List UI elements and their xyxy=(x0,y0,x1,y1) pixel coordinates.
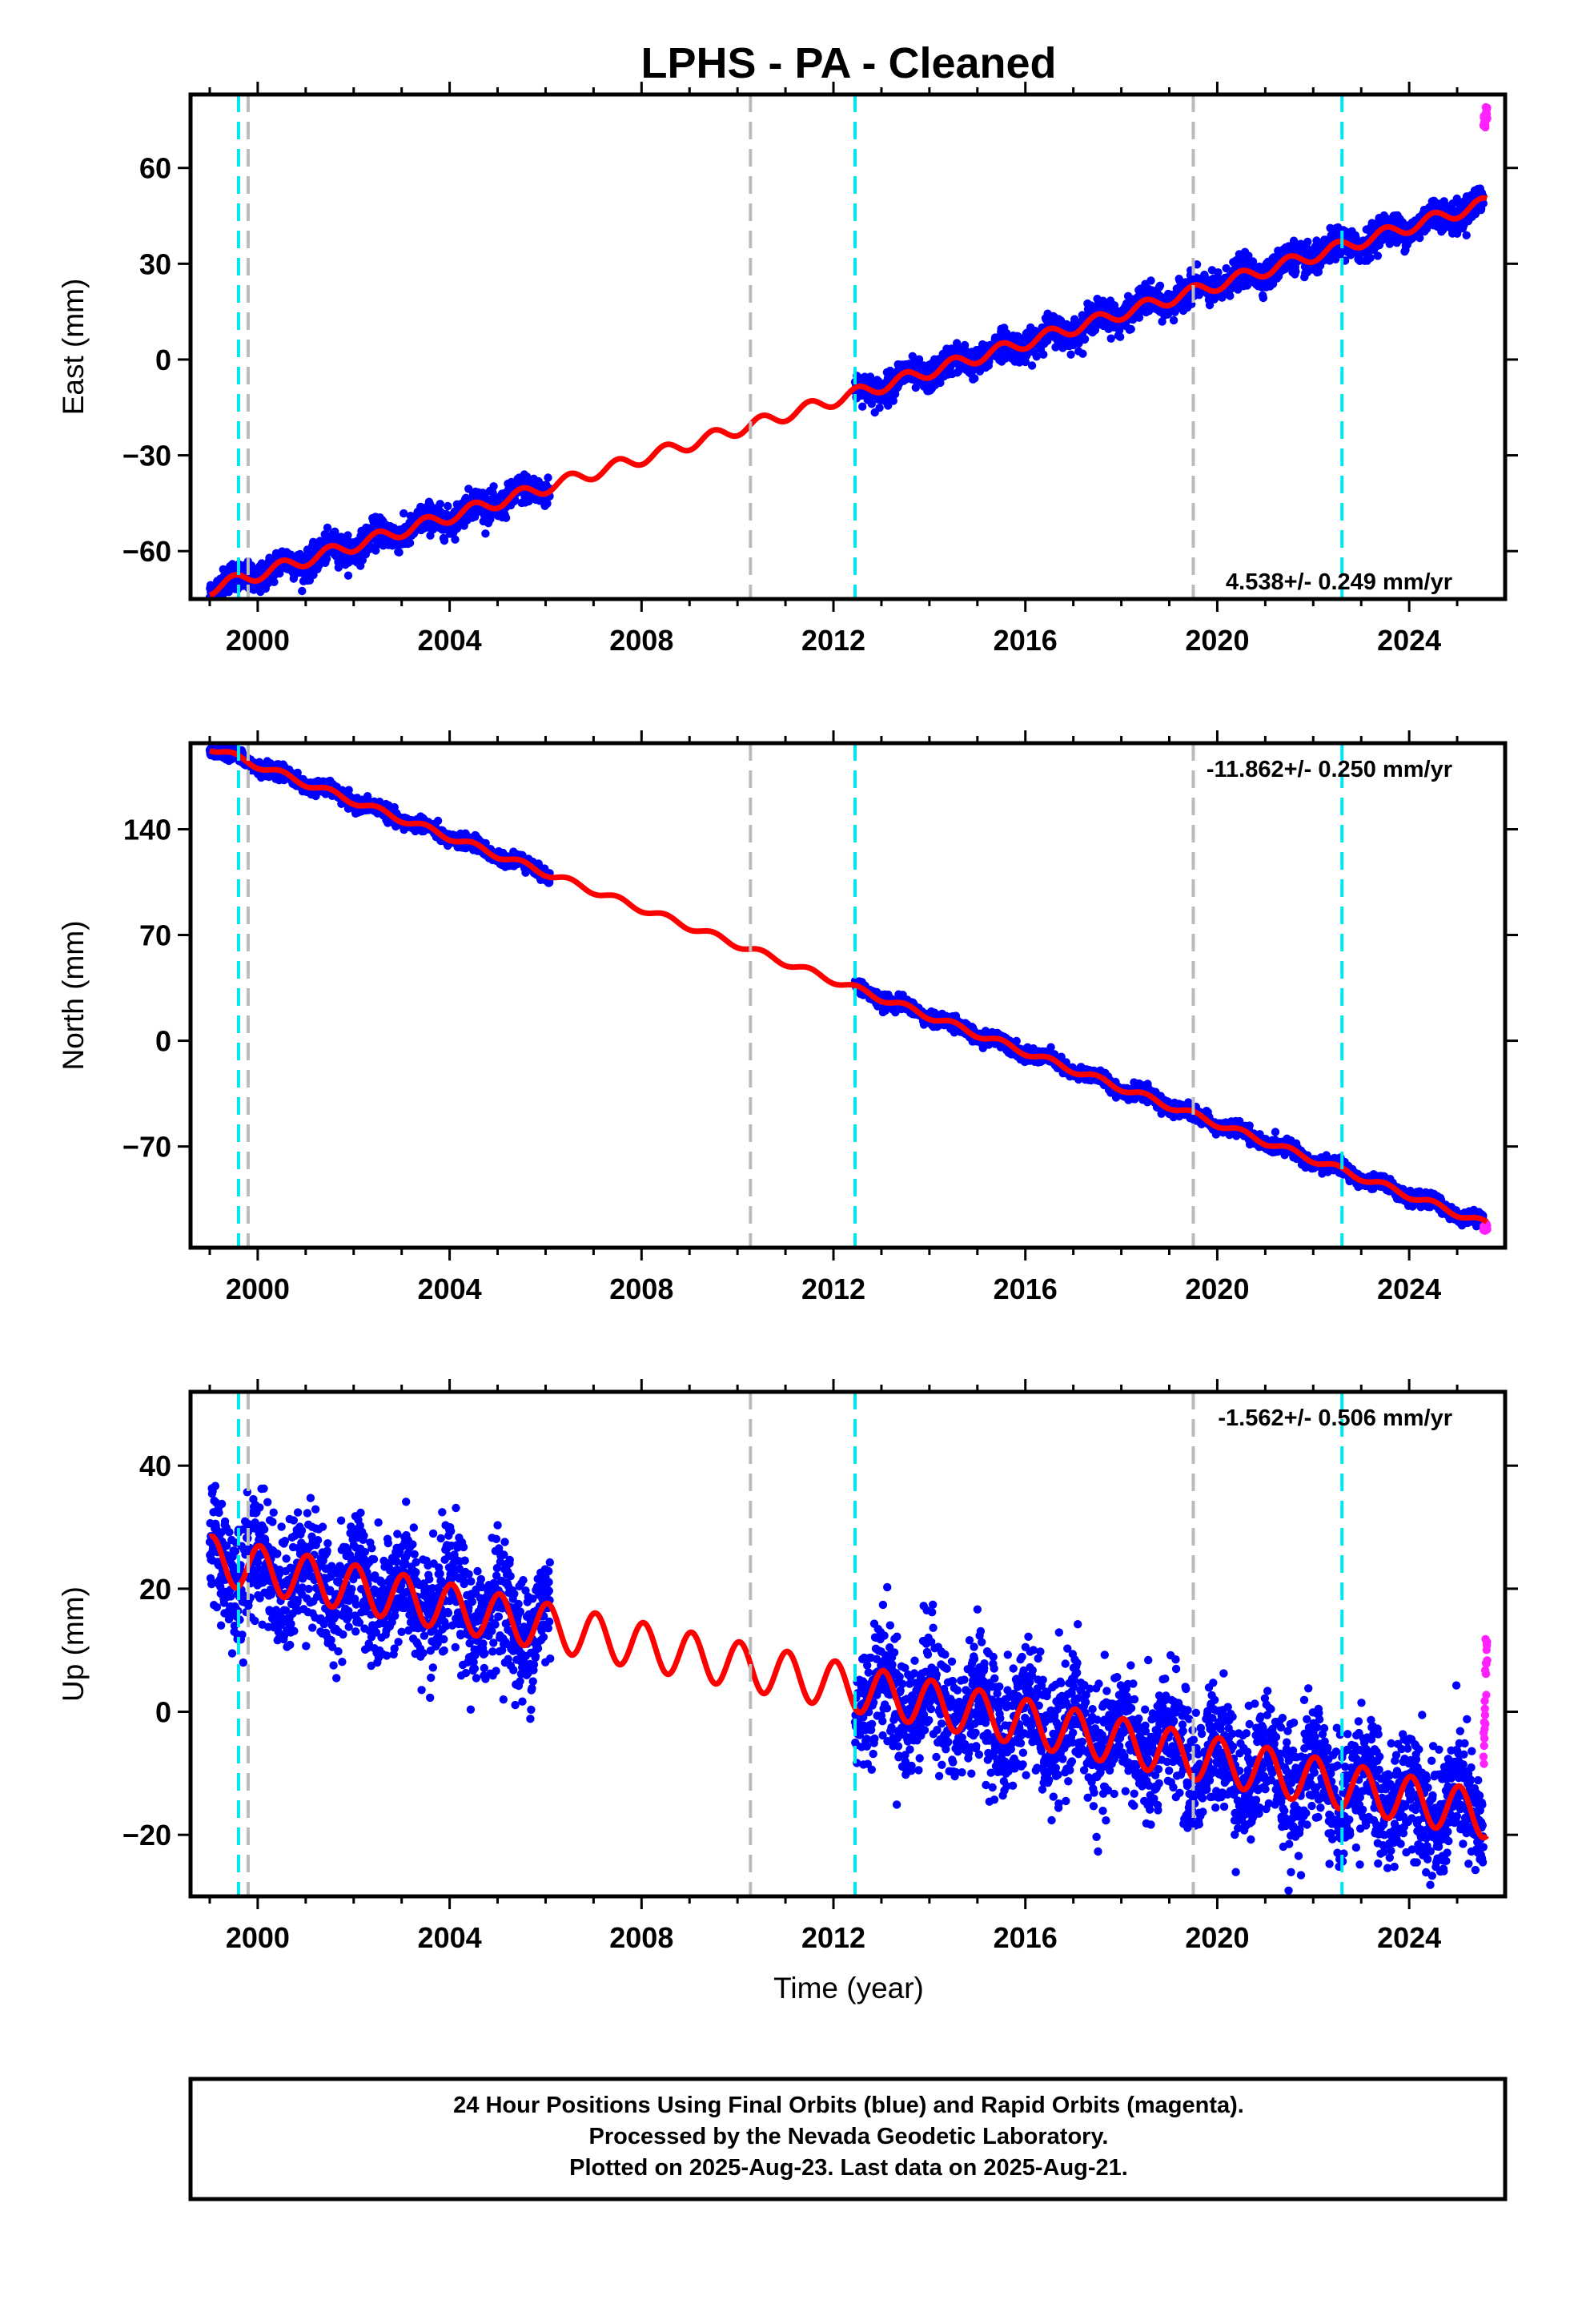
final-orbit-point xyxy=(440,536,449,545)
y-tick-label: −60 xyxy=(122,535,171,568)
plot-area-east xyxy=(205,103,1492,610)
rapid-orbit-point xyxy=(1481,123,1490,132)
final-orbit-point xyxy=(433,816,443,826)
final-orbit-point xyxy=(954,367,963,376)
final-orbit-point xyxy=(1155,281,1165,290)
final-orbit-point xyxy=(858,402,867,411)
final-orbit-point xyxy=(1043,336,1052,345)
y-tick-label: 60 xyxy=(139,152,171,185)
final-orbit-point xyxy=(400,509,408,518)
final-orbit-point xyxy=(323,523,332,533)
x-tick-label: 2016 xyxy=(994,624,1058,657)
final-orbit-point xyxy=(1366,253,1375,263)
final-orbit-point xyxy=(875,404,884,412)
final-orbit-point xyxy=(451,535,460,544)
x-tick-label: 2024 xyxy=(1377,624,1441,657)
final-orbit-point xyxy=(543,499,552,508)
final-orbit-point xyxy=(395,548,404,557)
rapid-orbit-point xyxy=(1483,114,1492,123)
x-tick-label: 2004 xyxy=(418,624,482,657)
final-orbit-point xyxy=(270,577,279,586)
final-orbit-point xyxy=(889,396,898,405)
final-orbit-point xyxy=(1066,350,1075,359)
final-orbit-point xyxy=(405,538,415,548)
final-orbit-point xyxy=(1146,276,1155,285)
final-orbit-point xyxy=(215,602,223,610)
final-orbit-point xyxy=(1116,332,1125,341)
final-orbit-point xyxy=(1462,231,1471,239)
model-line-east xyxy=(207,195,1490,598)
panel-east: 2000 2004 2008 2012 2016 2020 2024 −60 −30 0 30 60 E… xyxy=(57,82,1518,657)
final-orbit-point xyxy=(488,488,497,497)
final-orbit-point xyxy=(1303,237,1312,247)
rate-label-east: 4.538+/- 0.249 mm/yr xyxy=(1226,569,1452,595)
final-orbit-point xyxy=(1106,334,1115,343)
final-orbit-point xyxy=(1373,251,1383,260)
final-orbit-point xyxy=(343,531,352,540)
plot-area-north xyxy=(205,743,1492,1236)
final-orbit-point xyxy=(501,513,511,522)
rapid-orbits-points-east xyxy=(1479,103,1492,132)
y-axis-label-east: East (mm) xyxy=(57,279,90,416)
final-orbit-point xyxy=(1021,357,1030,367)
final-orbit-point xyxy=(544,473,552,482)
final-orbit-point xyxy=(1090,326,1100,335)
x-tick-label: 2012 xyxy=(801,624,865,657)
final-orbit-point xyxy=(1291,267,1300,276)
final-orbit-point xyxy=(970,374,979,383)
final-orbit-point xyxy=(1039,350,1048,359)
final-orbit-point xyxy=(444,501,452,511)
final-orbit-point xyxy=(481,529,490,538)
final-orbit-point xyxy=(489,482,498,491)
final-orbit-point xyxy=(371,546,380,555)
y-tick-label: −30 xyxy=(122,440,171,472)
final-orbit-point xyxy=(436,500,444,509)
final-orbit-point xyxy=(322,554,331,564)
x-tick-label: 2008 xyxy=(609,624,673,657)
final-orbit-point xyxy=(334,563,343,572)
final-orbit-point xyxy=(1080,335,1090,344)
final-orbit-point xyxy=(1259,293,1268,303)
final-orbit-point xyxy=(343,571,353,580)
figure-title: LPHS - PA - Cleaned xyxy=(640,39,1056,87)
final-orbit-point xyxy=(298,586,307,596)
final-orbit-point xyxy=(1126,324,1135,334)
y-tick-label: 30 xyxy=(139,247,171,280)
y-tick-label: 0 xyxy=(155,344,171,376)
rapid-orbit-point xyxy=(1483,103,1492,112)
final-orbit-point xyxy=(1032,352,1042,361)
final-orbit-point xyxy=(1027,361,1037,370)
panel-north: 2000 2004 2008 2012 2016 2020 2024−70070140Nor… xyxy=(57,730,1518,1305)
final-orbit-point xyxy=(1078,349,1087,358)
final-orbit-point xyxy=(867,400,877,408)
final-orbit-point xyxy=(914,355,924,364)
x-tick-label: 2000 xyxy=(226,624,290,657)
final-orbit-point xyxy=(1214,268,1223,277)
panels: 2000 2004 2008 2012 2016 2020 2024 −60 −30 0 30 60 E… xyxy=(57,82,1518,1954)
final-orbit-point xyxy=(1169,316,1178,325)
x-tick-label: 2020 xyxy=(1185,624,1249,657)
